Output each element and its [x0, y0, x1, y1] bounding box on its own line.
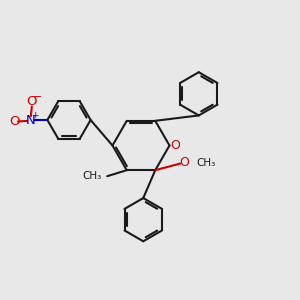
Text: O: O	[170, 139, 180, 152]
Text: O: O	[27, 94, 37, 108]
Text: +: +	[31, 111, 38, 120]
Text: CH₃: CH₃	[82, 171, 102, 181]
Text: CH₃: CH₃	[196, 158, 216, 168]
Text: −: −	[33, 92, 43, 102]
Text: N: N	[26, 113, 36, 127]
Text: O: O	[179, 156, 189, 169]
Text: O: O	[9, 115, 20, 128]
